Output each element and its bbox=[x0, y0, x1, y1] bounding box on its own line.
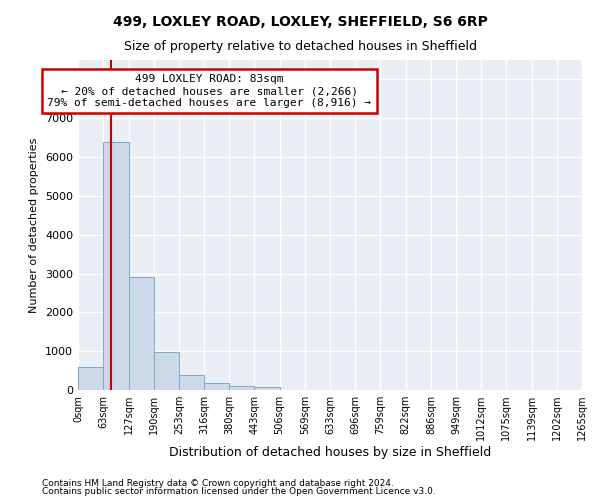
Bar bbox=[128, 276, 154, 390]
Y-axis label: Number of detached properties: Number of detached properties bbox=[29, 138, 40, 312]
Text: Size of property relative to detached houses in Sheffield: Size of property relative to detached ho… bbox=[124, 40, 476, 53]
Bar bbox=[78, 368, 103, 390]
Bar bbox=[154, 352, 179, 390]
Bar bbox=[229, 386, 254, 390]
X-axis label: Distribution of detached houses by size in Sheffield: Distribution of detached houses by size … bbox=[169, 446, 491, 459]
Text: 499 LOXLEY ROAD: 83sqm
← 20% of detached houses are smaller (2,266)
79% of semi-: 499 LOXLEY ROAD: 83sqm ← 20% of detached… bbox=[47, 74, 371, 108]
Bar bbox=[179, 375, 204, 390]
Text: 499, LOXLEY ROAD, LOXLEY, SHEFFIELD, S6 6RP: 499, LOXLEY ROAD, LOXLEY, SHEFFIELD, S6 … bbox=[113, 15, 487, 29]
Bar bbox=[103, 142, 128, 390]
Bar bbox=[204, 383, 229, 390]
Bar bbox=[254, 388, 280, 390]
Text: Contains public sector information licensed under the Open Government Licence v3: Contains public sector information licen… bbox=[42, 487, 436, 496]
Text: Contains HM Land Registry data © Crown copyright and database right 2024.: Contains HM Land Registry data © Crown c… bbox=[42, 478, 394, 488]
